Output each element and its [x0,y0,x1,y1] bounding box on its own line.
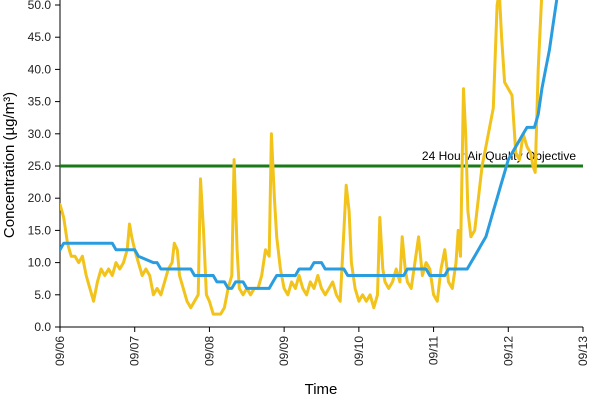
plot-area: 0.0 5.0 10.0 15.0 20.0 25.0 30.0 35.0 40.0 45.0 50… [28,0,590,366]
x-tick-label: 09/09 [277,336,291,366]
objective-label: 24 Hour Air Quality Objective [422,149,576,163]
x-tick-label: 09/06 [53,336,67,366]
y-axis-title: Concentration (µg/m³) [1,92,18,238]
y-tick-label: 20.0 [28,191,52,205]
y-tick-label: 25.0 [28,159,52,173]
x-tick-label: 09/07 [128,336,142,366]
x-tick-label: 09/11 [427,336,441,365]
x-tick-label: 09/13 [576,336,590,366]
y-tick-label: 35.0 [28,95,52,109]
y-tick-label: 45.0 [28,30,52,44]
x-tick-label: 09/08 [202,336,216,366]
y-tick-label: 30.0 [28,127,52,141]
x-axis-title: Time [305,381,338,398]
y-tick-label: 0.0 [34,320,51,334]
y-tick-label: 40.0 [28,62,52,76]
x-tick-label: 09/10 [352,336,366,366]
hourly-concentration-line [60,0,544,316]
rolling-average-line [60,0,559,290]
y-tick-label: 10.0 [28,256,52,270]
y-tick-label: 15.0 [28,223,52,237]
y-tick-label: 5.0 [34,288,51,302]
x-tick-label: 09/12 [501,336,515,366]
y-tick-label: 50.0 [28,0,52,12]
